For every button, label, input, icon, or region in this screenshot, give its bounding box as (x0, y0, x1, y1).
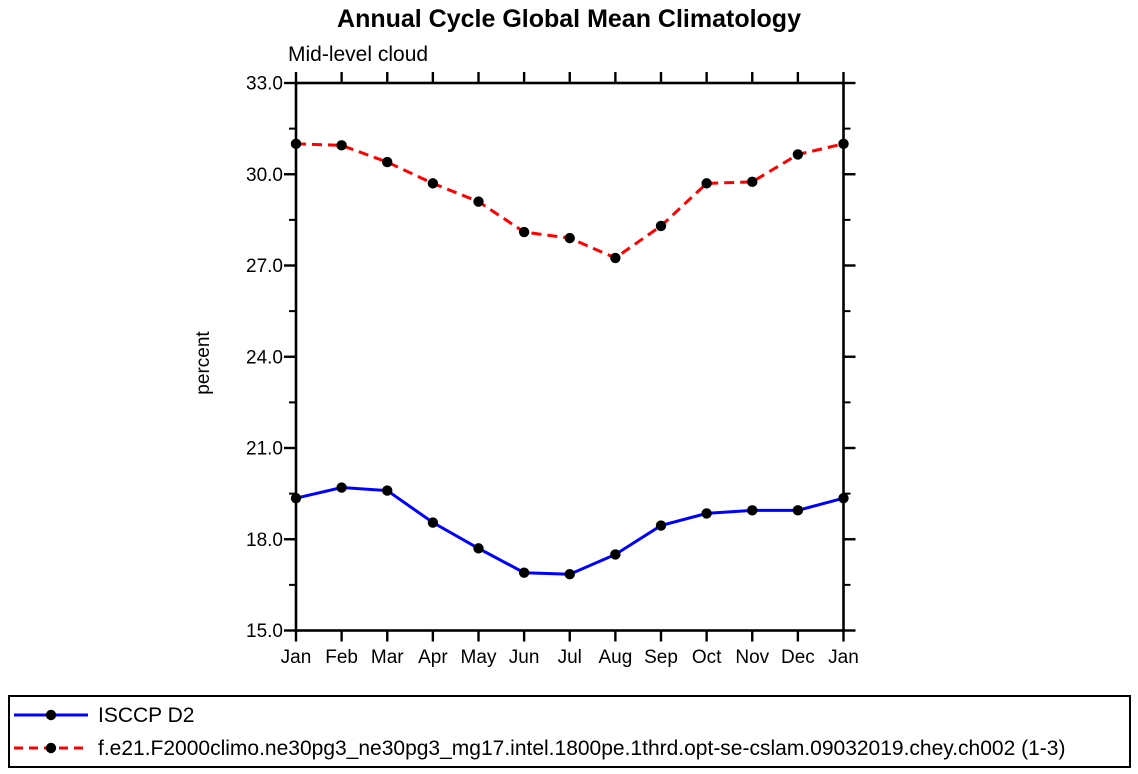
legend-label-model: f.e21.F2000climo.ne30pg3_ne30pg3_mg17.in… (98, 736, 1066, 760)
x-tick-label: Apr (418, 647, 448, 668)
plot-contents: Jan Feb Mar Apr May Jun Jul Aug Sep Oct Nov Dec Jan 3… (246, 72, 859, 668)
legend-marker-dot (45, 742, 57, 754)
chart-title: Annual Cycle Global Mean Climatology (337, 5, 801, 33)
data-point-s1-9 (701, 178, 712, 189)
data-point-s0-6 (564, 569, 575, 580)
x-tick-label: Jan (281, 647, 312, 668)
data-point-s1-7 (610, 252, 621, 264)
y-tick-label: 18.0 (246, 530, 283, 551)
data-point-s0-3 (427, 517, 439, 528)
series-line-0 (295, 486, 844, 576)
data-point-s0-0 (290, 492, 302, 504)
data-point-s0-1 (336, 482, 347, 493)
data-point-s0-12 (838, 492, 849, 504)
data-point-s0-8 (655, 520, 667, 531)
legend-line-sample-dashed (14, 742, 88, 754)
legend-item-observation: ISCCP D2 (13, 699, 1129, 732)
y-tick-label: 27.0 (246, 256, 283, 277)
data-point-s0-5 (518, 567, 530, 578)
data-point-s1-12 (838, 138, 849, 150)
x-tick-label: Dec (781, 647, 815, 668)
x-tick-label: Mar (371, 647, 404, 668)
x-tick-label: Oct (692, 647, 722, 668)
data-point-s1-3 (427, 178, 439, 189)
x-tick-label: May (461, 647, 497, 668)
data-point-s1-6 (564, 232, 575, 244)
legend-line-sample-solid (14, 709, 88, 721)
x-tick-label: Feb (325, 647, 358, 668)
data-point-s1-11 (792, 149, 804, 160)
data-point-s0-2 (382, 485, 393, 496)
y-axis-label: percent (193, 331, 214, 395)
plot-area: percent Jan Feb Mar Apr May Jun Jul Aug Sep Oct No… (193, 72, 859, 668)
data-point-s1-10 (747, 176, 758, 188)
data-point-s1-8 (655, 220, 667, 232)
y-tick-label: 24.0 (246, 347, 283, 368)
data-point-s1-0 (290, 138, 302, 150)
data-point-s1-5 (518, 226, 530, 238)
data-point-s0-4 (473, 543, 484, 554)
data-point-s0-10 (747, 505, 758, 516)
legend-marker-dot (45, 709, 57, 721)
x-tick-label: Jul (558, 647, 582, 668)
x-tick-label: Jan (828, 647, 859, 668)
chart-subtitle: Mid-level cloud (288, 43, 429, 66)
data-point-s0-11 (792, 505, 804, 516)
data-point-s1-2 (382, 156, 393, 168)
y-tick-label: 21.0 (246, 439, 283, 460)
y-tick-label: 30.0 (246, 165, 283, 186)
legend-label-observation: ISCCP D2 (98, 703, 195, 727)
legend-item-model: f.e21.F2000climo.ne30pg3_ne30pg3_mg17.in… (13, 732, 1129, 765)
legend-box: ISCCP D2 f.e21.F2000climo.ne30pg3_ne30pg… (8, 695, 1131, 768)
axis-frame (294, 81, 845, 632)
y-tick-label: 33.0 (246, 74, 283, 95)
x-tick-label: Aug (598, 647, 632, 668)
data-point-s1-1 (336, 140, 347, 151)
data-point-s0-7 (610, 549, 621, 560)
x-tick-label: Nov (735, 647, 769, 668)
x-tick-label: Sep (644, 647, 678, 668)
data-point-s1-4 (473, 196, 484, 207)
y-tick-label: 15.0 (246, 621, 283, 642)
x-tick-label: Jun (509, 647, 540, 668)
data-point-s0-9 (701, 508, 712, 519)
